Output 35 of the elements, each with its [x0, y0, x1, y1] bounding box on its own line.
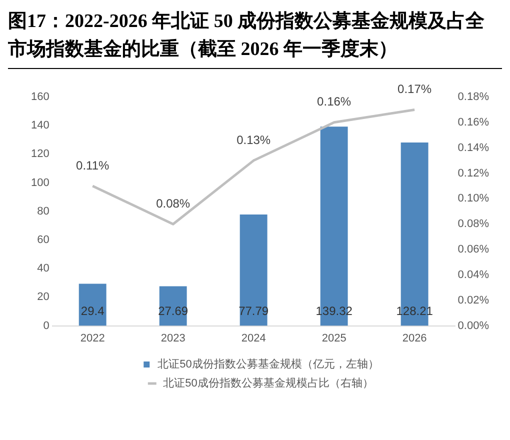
legend-label: 北证50成份指数公募基金规模（亿元，左轴） [158, 358, 379, 371]
y2-tick-label: 0.10% [458, 192, 490, 205]
y2-tick-label: 0.12% [458, 167, 490, 180]
y-tick-label: 100 [30, 176, 50, 189]
data-label: 0.11% [76, 158, 110, 172]
y2-tick-label: 0.02% [458, 294, 490, 306]
data-label: 29.4 [80, 304, 105, 318]
y2-tick-label: 0.08% [458, 218, 490, 230]
y2-tick-label: 0.16% [458, 116, 490, 128]
y2-tick-label: 0.04% [458, 268, 490, 281]
data-label: 0.13% [236, 132, 271, 147]
data-label: 0.17% [398, 82, 432, 96]
y-tick-label: 80 [37, 205, 50, 218]
y-tick-label: 0 [43, 320, 50, 332]
x-tick-label: 2025 [322, 332, 346, 344]
y2-tick-label: 0.00% [458, 320, 490, 332]
y-tick-label: 60 [37, 234, 50, 246]
x-tick-label: 2023 [160, 332, 186, 344]
legend-label: 北证50成份指数公募基金规模占比（右轴） [163, 376, 374, 390]
y2-tick-label: 0.14% [458, 142, 490, 154]
x-tick-label: 2022 [80, 332, 105, 344]
y-tick-label: 160 [30, 91, 50, 104]
bar [78, 284, 106, 326]
x-tick-label: 2024 [241, 332, 266, 344]
bar [240, 214, 268, 326]
y-tick-label: 120 [30, 148, 50, 160]
y-tick-label: 140 [30, 120, 50, 132]
data-label: 0.08% [156, 196, 190, 210]
y2-tick-label: 0.18% [458, 91, 490, 104]
y-tick-label: 40 [37, 262, 50, 275]
chart-title: 图17：2022-2026 年北证 50 成份指数公募基金规模及占全市场指数基金的比重（截至 2026 年一季度末） [8, 8, 502, 69]
y-tick-label: 20 [37, 291, 50, 304]
x-tick-label: 2026 [402, 332, 427, 344]
y2-tick-label: 0.06% [458, 244, 490, 256]
data-label: 0.16% [317, 94, 352, 109]
